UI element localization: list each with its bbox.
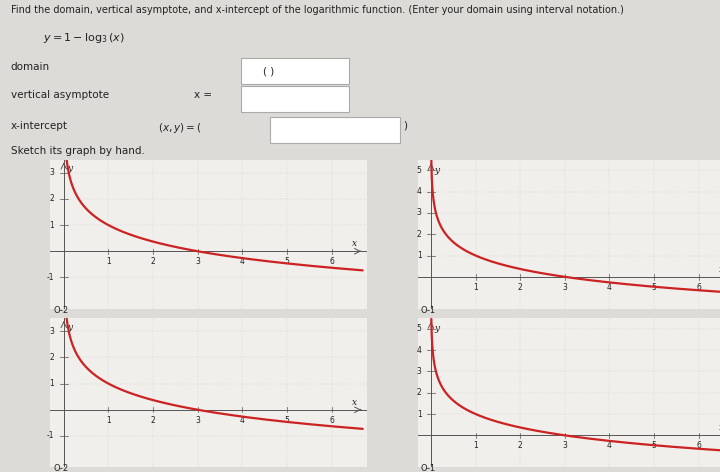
Text: 6: 6: [329, 257, 334, 266]
Text: $y = 1 - \log_3(x)$: $y = 1 - \log_3(x)$: [43, 31, 125, 45]
Text: 4: 4: [240, 257, 245, 266]
Text: 2: 2: [50, 194, 54, 203]
Text: O-1: O-1: [420, 306, 436, 315]
Text: domain: domain: [11, 62, 50, 72]
Text: ): ): [403, 121, 408, 131]
Text: 3: 3: [195, 257, 200, 266]
FancyBboxPatch shape: [241, 58, 349, 84]
FancyBboxPatch shape: [241, 86, 349, 112]
Text: 2: 2: [150, 416, 156, 425]
Text: y: y: [434, 166, 439, 175]
Text: 3: 3: [562, 283, 567, 292]
Text: x: x: [719, 265, 720, 274]
Text: 3: 3: [417, 367, 421, 376]
Text: 1: 1: [106, 257, 111, 266]
Text: 6: 6: [696, 441, 701, 450]
Text: 2: 2: [518, 283, 523, 292]
Text: 2: 2: [518, 441, 523, 450]
Text: 2: 2: [50, 353, 54, 362]
Text: 1: 1: [473, 441, 478, 450]
Text: x: x: [719, 423, 720, 432]
Text: 3: 3: [50, 327, 54, 336]
Text: 5: 5: [417, 166, 421, 175]
Text: 3: 3: [195, 416, 200, 425]
Text: x: x: [352, 398, 357, 407]
Text: 5: 5: [284, 416, 289, 425]
Text: 5: 5: [284, 257, 289, 266]
Text: 4: 4: [417, 346, 421, 354]
Text: $(x, y) = ($: $(x, y) = ($: [158, 121, 202, 135]
Text: x-intercept: x-intercept: [11, 121, 68, 131]
Text: 2: 2: [417, 388, 421, 397]
Text: 1: 1: [50, 220, 54, 229]
Text: 3: 3: [50, 169, 54, 177]
Text: y: y: [434, 324, 439, 333]
Text: 3: 3: [417, 209, 421, 218]
Text: 4: 4: [607, 283, 612, 292]
Text: 5: 5: [652, 283, 657, 292]
Text: 1: 1: [417, 410, 421, 419]
Text: vertical asymptote: vertical asymptote: [11, 90, 109, 100]
Text: 1: 1: [473, 283, 478, 292]
Text: 5: 5: [652, 441, 657, 450]
Text: Find the domain, vertical asymptote, and x-intercept of the logarithmic function: Find the domain, vertical asymptote, and…: [11, 5, 624, 15]
Text: 3: 3: [562, 441, 567, 450]
Text: 1: 1: [50, 379, 54, 388]
Text: 1: 1: [417, 251, 421, 260]
Text: 4: 4: [607, 441, 612, 450]
Text: 2: 2: [417, 230, 421, 239]
Text: y: y: [67, 323, 72, 332]
Text: 4: 4: [240, 416, 245, 425]
Text: 5: 5: [417, 324, 421, 333]
Text: 2: 2: [150, 257, 156, 266]
Text: Sketch its graph by hand.: Sketch its graph by hand.: [11, 146, 145, 156]
Text: O-2: O-2: [53, 306, 68, 315]
Text: 4: 4: [417, 187, 421, 196]
Text: y: y: [67, 164, 72, 173]
Text: x: x: [352, 239, 357, 248]
Text: -1: -1: [47, 273, 54, 282]
Text: 1: 1: [106, 416, 111, 425]
Text: -1: -1: [47, 431, 54, 440]
Text: O-1: O-1: [420, 464, 436, 472]
Text: 6: 6: [329, 416, 334, 425]
FancyBboxPatch shape: [270, 117, 400, 143]
Text: 6: 6: [696, 283, 701, 292]
Text: O-2: O-2: [53, 464, 68, 472]
Text: x =: x =: [194, 90, 212, 100]
Text: ( ): ( ): [263, 66, 274, 76]
